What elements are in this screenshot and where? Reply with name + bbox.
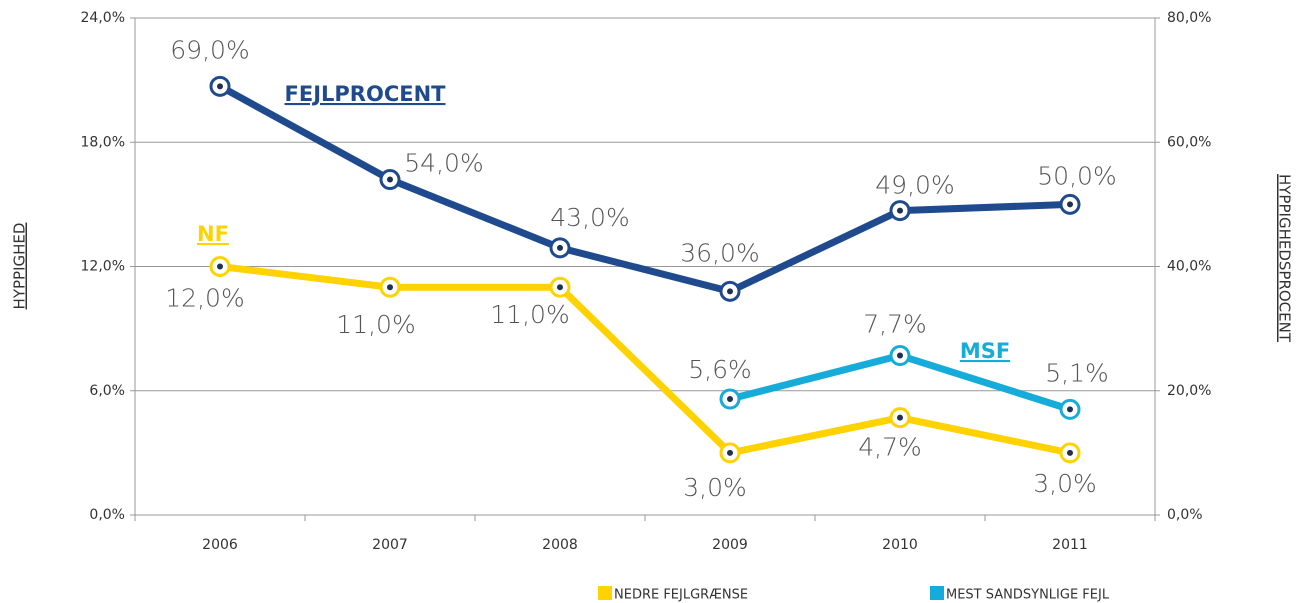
x-tick-label: 2008 xyxy=(542,537,578,553)
marker-dot xyxy=(727,288,733,295)
marker-dot xyxy=(557,284,563,291)
marker-dot xyxy=(897,352,903,359)
y2-tick-label: 80,0% xyxy=(1167,10,1211,26)
data-label: 54,0% xyxy=(404,149,483,178)
x-tick-label: 2006 xyxy=(202,537,238,553)
y2-tick-label: 0,0% xyxy=(1167,507,1203,523)
x-tick-label: 2010 xyxy=(882,537,918,553)
x-tick-label: 2011 xyxy=(1052,537,1088,553)
data-label: 11,0% xyxy=(336,310,415,339)
y-tick-label: 0,0% xyxy=(89,507,125,523)
marker-dot xyxy=(1067,449,1073,456)
marker-dot xyxy=(1067,406,1073,413)
series-annotation: MSF xyxy=(960,339,1010,363)
data-label: 5,6% xyxy=(688,355,752,384)
data-label: 3,0% xyxy=(683,473,747,502)
marker-dot xyxy=(1067,201,1073,208)
data-label: 4,7% xyxy=(858,433,922,462)
legend-label: MEST SANDSYNLIGE FEJL xyxy=(946,588,1110,603)
y-tick-label: 24,0% xyxy=(81,10,125,26)
y-tick-label: 6,0% xyxy=(89,383,125,399)
marker-dot xyxy=(217,263,223,270)
series-annotation: NF xyxy=(197,222,229,246)
y2-tick-label: 60,0% xyxy=(1167,134,1211,150)
data-label: 69,0% xyxy=(170,35,249,64)
data-label: 43,0% xyxy=(550,203,629,232)
y2-tick-label: 20,0% xyxy=(1167,383,1211,399)
data-label: 7,7% xyxy=(863,310,927,339)
legend-swatch xyxy=(930,586,944,600)
marker-dot xyxy=(727,396,733,403)
y2-axis-label: HYPPIGHEDSPROCENT xyxy=(1276,174,1294,343)
marker-dot xyxy=(217,83,223,90)
data-label: 50,0% xyxy=(1037,161,1116,190)
data-label: 36,0% xyxy=(680,238,759,267)
data-label: 11,0% xyxy=(490,300,569,329)
x-tick-label: 2009 xyxy=(712,537,748,553)
y2-tick-label: 40,0% xyxy=(1167,259,1211,275)
y-tick-label: 12,0% xyxy=(81,259,125,275)
marker-dot xyxy=(897,207,903,214)
data-label: 5,1% xyxy=(1045,358,1109,387)
data-label: 49,0% xyxy=(875,171,954,200)
marker-dot xyxy=(387,176,393,183)
marker-dot xyxy=(387,284,393,291)
legend-label: NEDRE FEJLGRÆNSE xyxy=(614,588,748,603)
x-tick-label: 2007 xyxy=(372,537,408,553)
y-tick-label: 18,0% xyxy=(81,134,125,150)
series-line xyxy=(219,263,1071,457)
data-label: 3,0% xyxy=(1033,469,1097,498)
marker-dot xyxy=(727,449,733,456)
legend-swatch xyxy=(598,586,612,600)
series-line xyxy=(218,83,1071,295)
y-axis-label: HYPPIGHED xyxy=(11,223,29,310)
marker-dot xyxy=(557,244,563,251)
marker-dot xyxy=(897,414,903,421)
series-annotation: FEJLPROCENT xyxy=(285,82,447,106)
data-label: 12,0% xyxy=(165,284,244,313)
